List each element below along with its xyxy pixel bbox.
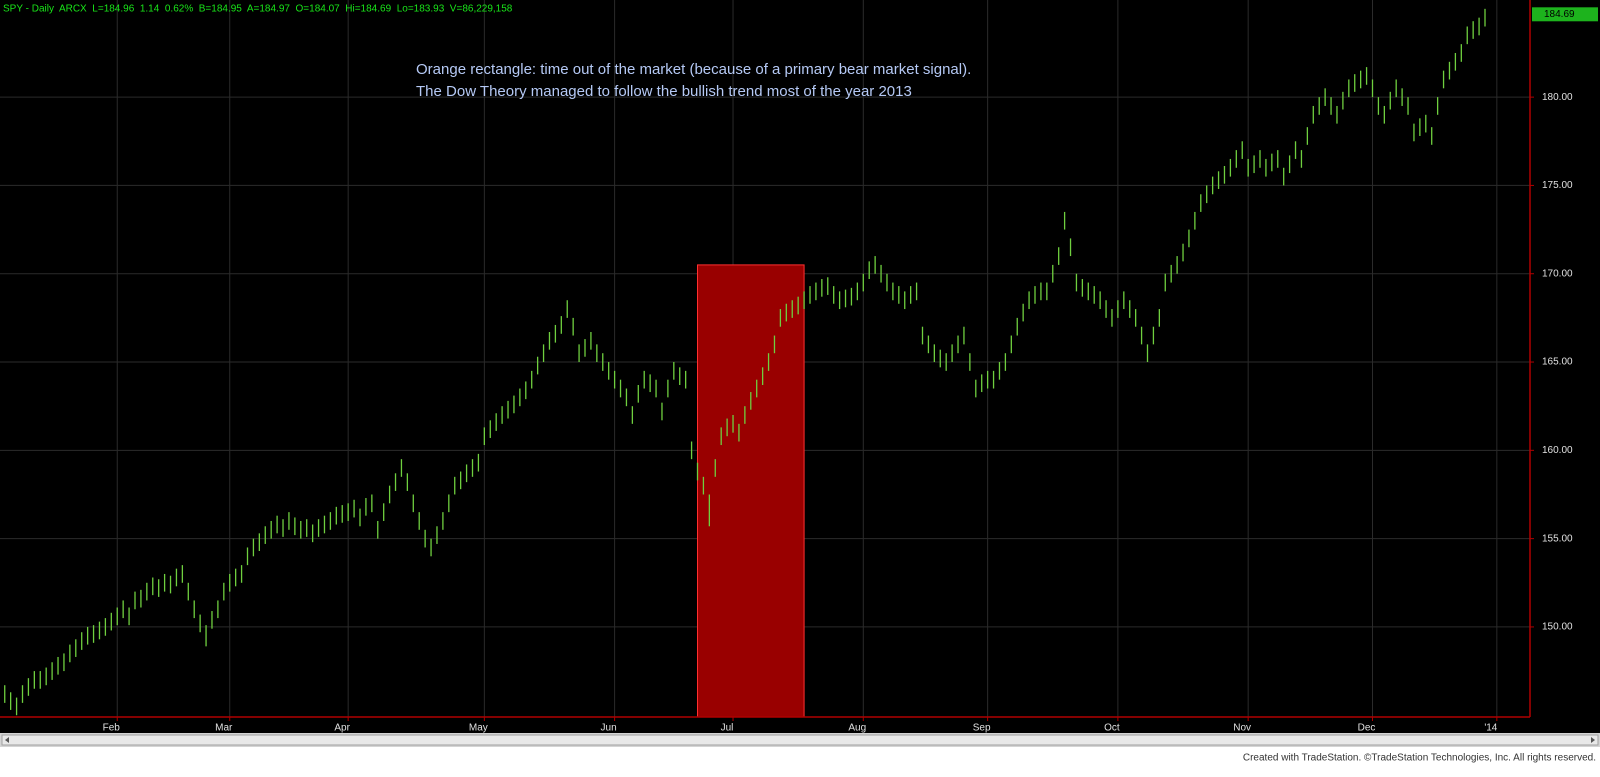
y-tick-label: 150.00 (1542, 622, 1573, 633)
scroll-right-arrow[interactable] (1591, 737, 1595, 743)
x-tick-label: Feb (103, 723, 121, 734)
x-tick-label: '14 (1484, 723, 1497, 734)
x-tick-label: Dec (1358, 723, 1376, 734)
y-tick-label: 180.00 (1542, 92, 1573, 103)
x-tick-label: May (469, 723, 488, 734)
x-tick-label: Jul (721, 723, 734, 734)
header: SPY - Daily ARCX L=184.96 1.14 0.62% B=1… (3, 4, 513, 15)
x-tick-label: Oct (1104, 723, 1120, 734)
last-price-tag (1532, 7, 1598, 22)
y-tick-label: 165.00 (1542, 357, 1573, 368)
footer: Created with TradeStation. ©TradeStation… (1243, 753, 1596, 764)
shaded-period (697, 264, 805, 718)
x-tick-label: Sep (973, 723, 991, 734)
x-tick-label: Apr (334, 723, 350, 734)
annotation: The Dow Theory managed to follow the bul… (416, 83, 912, 100)
y-tick-label: 175.00 (1542, 180, 1573, 191)
x-tick-label: Mar (215, 723, 233, 734)
x-tick-label: Aug (848, 723, 866, 734)
y-tick-label: 155.00 (1542, 533, 1573, 544)
axes: 150.00 155.00 160.00 165.00 170.00 175.00 180.… (103, 7, 1598, 734)
annotation: Orange rectangle: time out of the market… (416, 61, 971, 78)
shade-layer (697, 264, 805, 718)
x-tick-label: Nov (1233, 723, 1251, 734)
last-price-label: 184.69 (1544, 9, 1575, 20)
scroll-left-arrow[interactable] (5, 737, 9, 743)
scrollbar-track (1, 734, 1599, 746)
y-tick-label: 170.00 (1542, 268, 1573, 279)
bars (4, 8, 1486, 716)
x-tick-label: Jun (601, 723, 617, 734)
y-tick-label: 160.00 (1542, 445, 1573, 456)
